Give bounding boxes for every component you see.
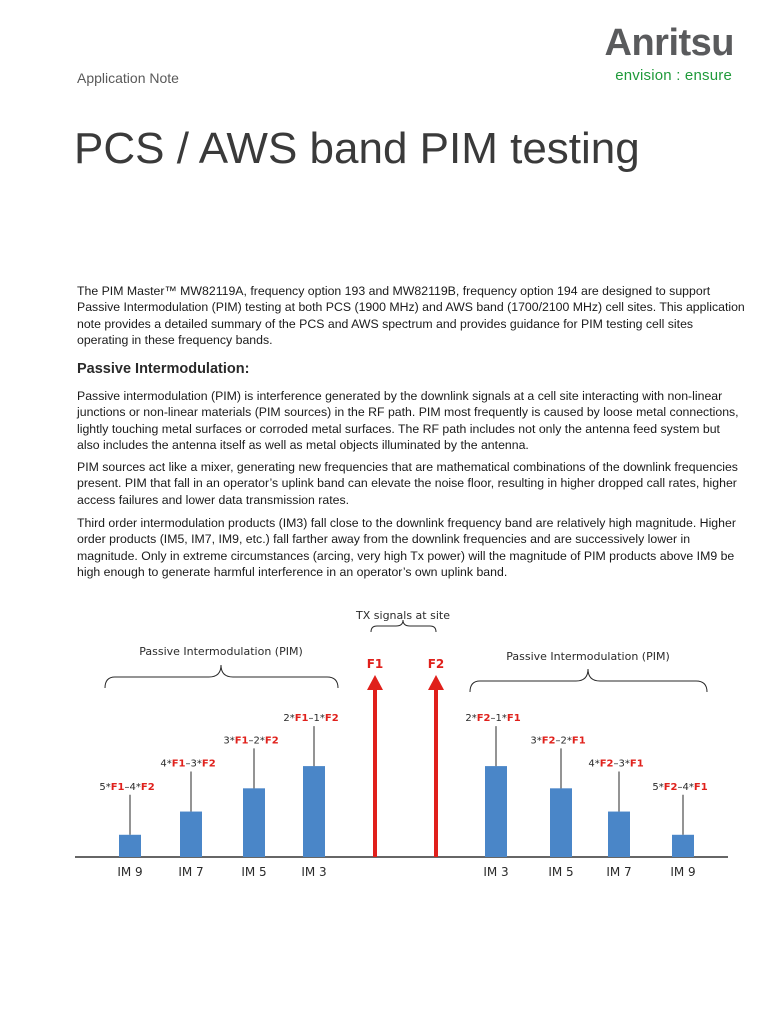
im-order-label-right-im5: IM 5 [548, 865, 573, 879]
im-order-label-left-im5: IM 5 [241, 865, 266, 879]
pim-group-label-left: Passive Intermodulation (PIM) [139, 645, 303, 658]
section-heading: Passive Intermodulation: [77, 361, 250, 377]
tx-brace [370, 619, 437, 633]
im-bar-right-im3 [485, 766, 507, 857]
im-order-label-left-im9: IM 9 [117, 865, 142, 879]
im-formula-left-im3: 2*F1–1*F2 [283, 713, 338, 724]
im-formula-right-im7: 4*F2–3*F1 [588, 759, 643, 770]
im-formula-right-im3: 2*F2–1*F1 [465, 713, 520, 724]
carrier-arrowhead-f1 [367, 675, 383, 690]
body-paragraph-3: Third order intermodulation products (IM… [77, 516, 736, 580]
im-order-label-right-im7: IM 7 [606, 865, 631, 879]
im-formula-left-im5: 3*F1–2*F2 [223, 735, 278, 746]
im-order-label-right-im9: IM 9 [670, 865, 695, 879]
anritsu-logo: Anritsu envision : ensure [570, 22, 735, 84]
carrier-label-f2: F2 [428, 657, 445, 671]
pim-group-label-right: Passive Intermodulation (PIM) [506, 650, 670, 663]
document-type-label: Application Note [77, 70, 179, 86]
pim-brace-left [104, 664, 339, 689]
page-title: PCS / AWS band PIM testing [74, 124, 640, 173]
logo-wordmark: Anritsu [604, 22, 735, 64]
carrier-label-f1: F1 [367, 657, 384, 671]
im-order-label-left-im7: IM 7 [178, 865, 203, 879]
logo-tagline: envision : ensure [615, 67, 732, 84]
im-order-label-left-im3: IM 3 [301, 865, 326, 879]
im-formula-left-im9: 5*F1–4*F2 [99, 782, 154, 793]
im-formula-right-im9: 5*F2–4*F1 [652, 782, 707, 793]
im-bar-right-im5 [550, 788, 572, 857]
im-formula-right-im5: 3*F2–2*F1 [530, 735, 585, 746]
tx-signals-label: TX signals at site [355, 609, 450, 622]
im-bar-right-im7 [608, 811, 630, 857]
im-bar-left-im7 [180, 811, 202, 857]
intro-paragraph: The PIM Master™ MW82119A, frequency opti… [77, 284, 745, 348]
im-formula-left-im7: 4*F1–3*F2 [160, 759, 215, 770]
im-bar-right-im9 [672, 834, 694, 857]
im-bar-left-im5 [243, 788, 265, 857]
body-paragraph-2: PIM sources act like a mixer, generating… [77, 460, 738, 507]
carrier-arrowhead-f2 [428, 675, 444, 690]
body-paragraph-1: Passive intermodulation (PIM) is interfe… [77, 389, 739, 453]
pim-brace-right [469, 668, 708, 693]
im-bar-left-im3 [303, 766, 325, 857]
pim-diagram: TX signals at site Passive Intermodulati… [75, 609, 728, 879]
im-order-label-right-im3: IM 3 [483, 865, 508, 879]
im-bar-left-im9 [119, 834, 141, 857]
